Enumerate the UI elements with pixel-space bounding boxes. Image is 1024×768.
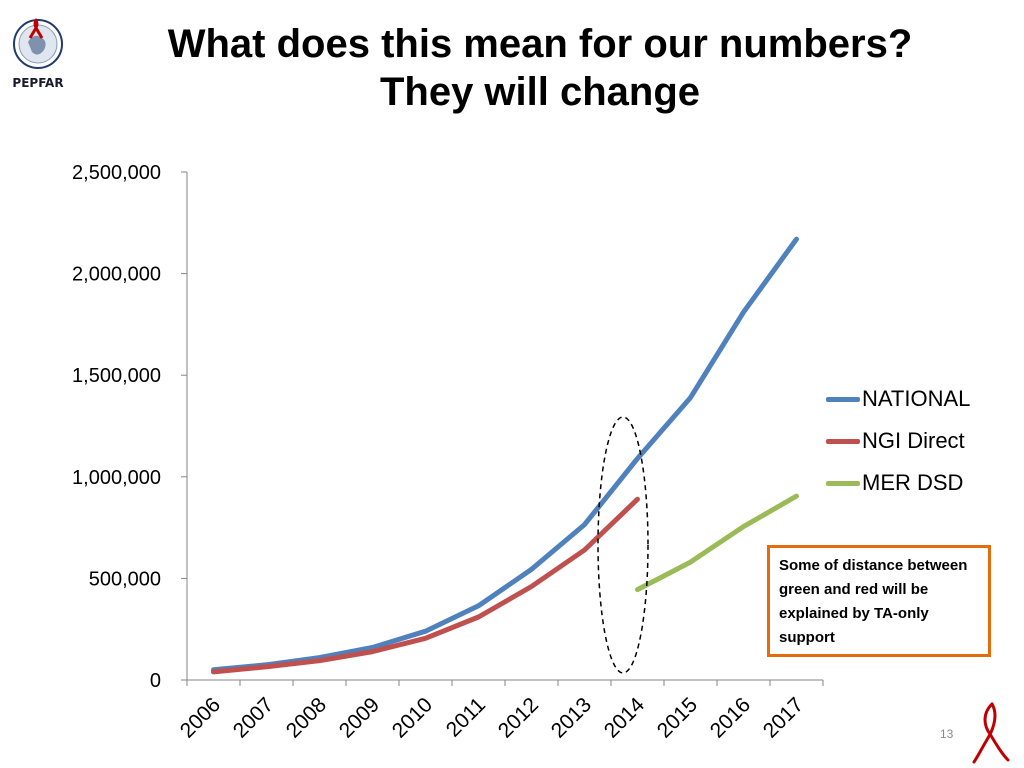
series-line-mer-dsd: [635, 493, 799, 593]
chart-legend: NATIONAL NGI Direct MER DSD: [826, 378, 1016, 504]
x-tick-label: 2012: [494, 693, 543, 742]
x-tick-label: 2017: [759, 693, 808, 742]
y-tick-label: 2,500,000: [72, 162, 161, 184]
y-tick-label: 1,000,000: [72, 467, 161, 489]
chart-series: [211, 236, 799, 675]
x-tick-label: 2016: [706, 693, 755, 742]
x-tick-label: 2014: [600, 693, 650, 743]
slide-title-line-1: What does this mean for our numbers?: [167, 22, 913, 66]
page-number: 13: [940, 727, 954, 741]
highlight-ellipse: [597, 416, 649, 674]
slide-title-line-2: They will change: [379, 70, 701, 114]
annotation-box: Some of distance between green and red w…: [767, 545, 991, 657]
x-tick-label: 2011: [442, 693, 490, 741]
x-tick-label: 2008: [282, 693, 331, 742]
x-tick-label: 2010: [388, 693, 437, 742]
x-axis-tick-labels: 2006 2007 2008 2009 2010 2011 2012 2013 2014 2015…: [176, 693, 808, 743]
x-tick-label: 2015: [653, 693, 702, 742]
legend-item-mer-dsd: MER DSD: [826, 462, 1016, 504]
red-ribbon-icon: [972, 702, 1010, 764]
x-tick-label: 2007: [229, 693, 278, 742]
y-tick-label: 0: [150, 670, 161, 692]
y-tick-label: 2,000,000: [72, 264, 161, 286]
legend-label-mer-dsd: MER DSD: [862, 470, 964, 495]
x-tick-label: 2006: [176, 693, 225, 742]
x-tick-label: 2009: [335, 693, 384, 742]
series-line-ngi-direct: [211, 496, 640, 675]
slide-title: What does this mean for our numbers? The…: [80, 20, 1000, 116]
legend-swatch-ngi-direct: [826, 438, 860, 444]
legend-swatch-national: [826, 396, 860, 402]
y-tick-label: 500,000: [89, 568, 161, 590]
legend-item-national: NATIONAL: [826, 378, 1016, 420]
pepfar-logo-text: PEPFAR: [12, 76, 64, 90]
y-axis-tick-labels: 0 500,000 1,000,000 1,500,000 2,000,000 2,500…: [72, 162, 161, 692]
series-line-national: [211, 236, 799, 673]
legend-swatch-mer-dsd: [826, 480, 860, 486]
y-tick-label: 1,500,000: [72, 365, 161, 387]
legend-label-ngi-direct: NGI Direct: [862, 428, 965, 453]
legend-item-ngi-direct: NGI Direct: [826, 420, 1016, 462]
legend-label-national: NATIONAL: [862, 386, 971, 411]
x-tick-label: 2013: [547, 693, 596, 742]
pepfar-logo: PEPFAR: [6, 14, 70, 94]
chart-axes: [181, 171, 824, 686]
pepfar-seal-icon: [13, 18, 63, 69]
